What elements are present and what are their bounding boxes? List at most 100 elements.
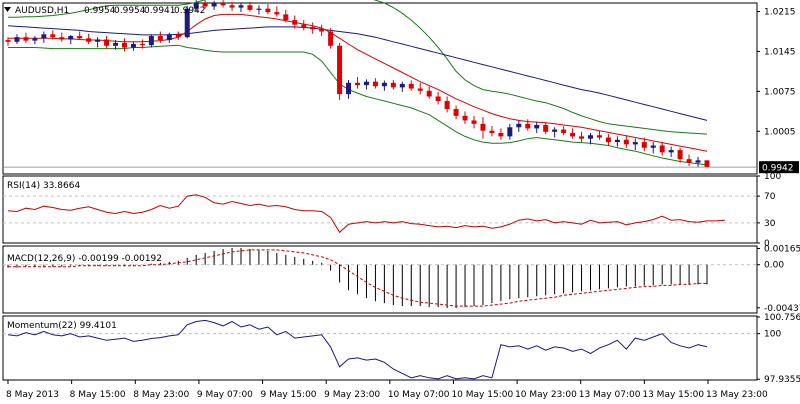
- x-axis-label: 10 May 07:00: [388, 390, 450, 400]
- x-axis-label: 13 May 07:00: [579, 390, 641, 400]
- candle-body: [95, 39, 101, 42]
- candle-body: [139, 44, 145, 46]
- rsi-axis-tick-label: 100: [764, 172, 781, 182]
- x-axis-label: 10 May 23:00: [515, 390, 577, 400]
- candle-body: [498, 132, 504, 137]
- candle-body: [328, 31, 334, 46]
- x-axis-label: 8 May 15:00: [70, 390, 126, 400]
- candle-body: [229, 5, 235, 8]
- candle-body: [32, 38, 38, 41]
- candle-body: [417, 88, 423, 91]
- candle-body: [148, 36, 154, 46]
- candle-body: [175, 34, 181, 38]
- candle-body: [130, 44, 136, 48]
- candle-body: [77, 36, 83, 39]
- candle-body: [166, 34, 172, 41]
- x-axis-label: 9 May 15:00: [261, 390, 317, 400]
- candle-body: [202, 3, 208, 7]
- candle-body: [677, 150, 683, 160]
- rsi-panel-frame: [2, 175, 758, 244]
- price-panel-frame: [2, 2, 758, 175]
- candle-body: [471, 120, 477, 124]
- momentum-label: Momentum(22) 99.4101: [7, 321, 117, 331]
- candle-body: [104, 39, 110, 46]
- current-price-tag-label: 0.9942: [762, 164, 794, 174]
- momentum-line: [7, 319, 708, 380]
- candle-body: [552, 129, 558, 132]
- candle-body: [516, 123, 522, 128]
- candle-body: [632, 142, 638, 145]
- ohlc-open: 0.9954: [84, 6, 116, 16]
- candle-body: [86, 38, 92, 42]
- candle-body: [274, 12, 280, 15]
- symbol-label: AUDUSD,H1: [15, 6, 69, 16]
- candle-body: [113, 42, 119, 46]
- candle-body: [668, 150, 674, 153]
- ohlc-close: 0.9942: [174, 6, 206, 16]
- candle-body: [184, 8, 190, 38]
- price-axis-tick-label: 1.0215: [764, 8, 796, 18]
- candle-body: [453, 109, 459, 116]
- rsi-axis-tick-label: 70: [764, 192, 776, 202]
- candle-body: [157, 36, 163, 41]
- x-axis-label: 8 May 2013: [6, 390, 59, 400]
- momentum-axis-tick-label: 100.7566: [764, 313, 800, 323]
- candle-body: [337, 45, 343, 95]
- candle-body: [444, 101, 450, 110]
- candle-body: [507, 127, 513, 137]
- macd-axis-tick-label: 0.00: [764, 261, 784, 271]
- candle-body: [301, 24, 307, 27]
- candle-body: [5, 40, 11, 42]
- momentum-axis-tick-label: 97.9355: [764, 375, 800, 385]
- momentum-axis-tick-label: 100: [764, 330, 781, 340]
- price-axis-tick-label: 1.0145: [764, 47, 796, 57]
- moving-average-slow-line: [7, 25, 708, 121]
- macd-axis-tick-label: -0.00437: [764, 304, 800, 314]
- candle-body: [247, 5, 253, 10]
- mom-panel-frame: [2, 315, 758, 381]
- current-price-tag: [759, 161, 799, 174]
- collapse-triangle-icon[interactable]: [4, 7, 11, 12]
- candle-body: [372, 81, 378, 87]
- x-axis-label: 10 May 15:00: [451, 390, 513, 400]
- candle-body: [193, 3, 199, 9]
- candle-body: [534, 124, 540, 129]
- candle-body: [399, 83, 405, 88]
- macd-signal-line: [8, 249, 707, 307]
- candle-body: [238, 5, 244, 8]
- macd-axis-tick-label: 0.00165: [764, 244, 800, 254]
- candle-body: [14, 37, 20, 42]
- candle-body: [480, 123, 486, 131]
- candle-body: [256, 8, 262, 10]
- candle-body: [659, 145, 665, 153]
- ohlc-high: 0.9954: [114, 6, 146, 16]
- candle-body: [623, 139, 629, 145]
- candle-body: [570, 132, 576, 137]
- candle-body: [220, 3, 226, 6]
- candle-body: [355, 82, 360, 86]
- candle-body: [408, 83, 414, 89]
- candle-body: [319, 29, 325, 32]
- candle-body: [695, 160, 701, 163]
- candle-body: [650, 145, 656, 148]
- x-axis-label: 9 May 07:00: [197, 390, 253, 400]
- macd-label: MACD(12,26,9) -0.00199 -0.00192: [7, 254, 162, 264]
- candle-body: [435, 96, 441, 102]
- rsi-axis-tick-label: 30: [764, 219, 776, 229]
- candle-body: [122, 42, 127, 48]
- candle-body: [614, 139, 620, 143]
- x-axis-label: 13 May 15:00: [642, 390, 704, 400]
- candle-body: [23, 37, 29, 41]
- price-axis-tick-label: 1.0075: [764, 87, 796, 97]
- rsi-label: RSI(14) 33.8664: [7, 181, 80, 191]
- candle-body: [59, 37, 65, 40]
- bollinger-upper-line: [8, 0, 708, 135]
- candle-body: [283, 14, 289, 21]
- x-axis-label: 8 May 23:00: [133, 390, 189, 400]
- candle-body: [50, 34, 56, 38]
- x-axis-label: 9 May 23:00: [324, 390, 380, 400]
- candle-body: [346, 82, 352, 95]
- candle-body: [489, 130, 495, 133]
